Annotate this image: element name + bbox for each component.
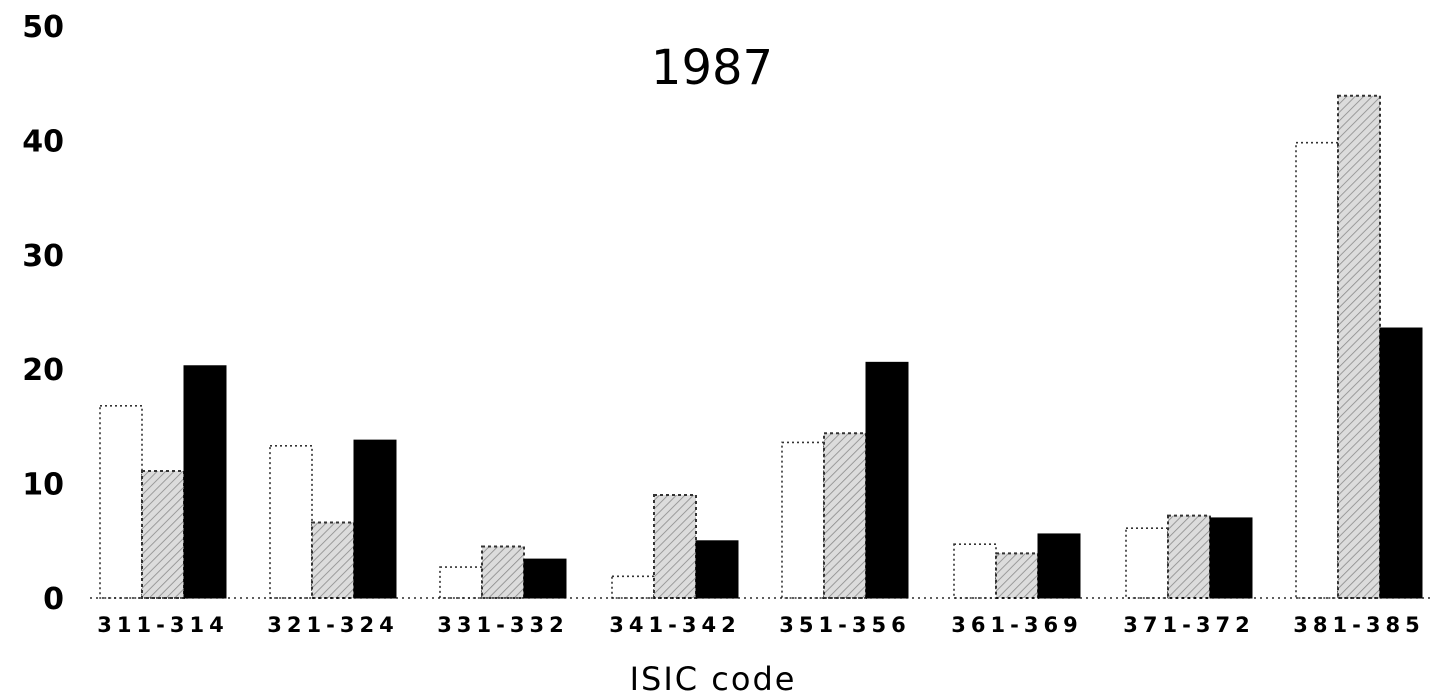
bar-311-314-series-2 [141,470,185,599]
bar-311-314-series-1 [99,405,143,599]
x-tick-label: 381-385 [1293,613,1424,637]
bar-371-372-series-2 [1167,514,1211,600]
bar-341-342-series-2 [653,494,697,600]
bar-341-342-series-1 [611,575,655,599]
chart-title: 1987 [651,40,773,96]
y-axis: 0 10 20 30 40 50 [22,10,64,617]
y-tick-label: 50 [22,10,64,45]
bar-361-369-series-3 [1037,533,1081,599]
x-tick-label: 321-324 [267,613,398,637]
x-tick-label: 371-372 [1123,613,1254,637]
bar-371-372-series-3 [1209,517,1253,599]
bar-361-369-series-1 [953,543,997,599]
bar-311-314-series-3 [183,365,227,599]
x-tick-label: 351-356 [779,613,910,637]
bars-layer [90,94,1432,600]
bar-321-324-series-1 [269,445,313,599]
bar-351-356-series-3 [865,361,909,599]
x-tick-label: 331-332 [437,613,568,637]
bar-321-324-series-2 [311,521,355,599]
bar-351-356-series-1 [781,441,825,599]
x-tick-label: 311-314 [97,613,228,637]
bar-331-332-series-1 [439,566,483,599]
bar-351-356-series-2 [823,432,867,599]
x-tick-label: 361-369 [951,613,1082,637]
bar-341-342-series-3 [695,540,739,599]
bar-331-332-series-3 [523,558,567,599]
bar-381-385-series-3 [1379,327,1423,599]
bar-371-372-series-1 [1125,527,1169,599]
y-tick-label: 10 [22,468,64,503]
bar-331-332-series-2 [481,545,525,600]
y-tick-label: 0 [43,582,64,617]
bar-381-385-series-1 [1295,141,1339,599]
bar-381-385-series-2 [1337,94,1381,599]
x-tick-label: 341-342 [609,613,740,637]
y-tick-label: 40 [22,124,64,159]
bar-361-369-series-2 [995,552,1039,599]
bar-321-324-series-3 [353,439,397,599]
x-axis-title: ISIC code [630,660,797,694]
x-axis: 311-314 321-324 331-332 341-342 351-356 361-3… [97,613,1424,637]
y-tick-label: 20 [22,353,64,388]
y-tick-label: 30 [22,239,64,274]
